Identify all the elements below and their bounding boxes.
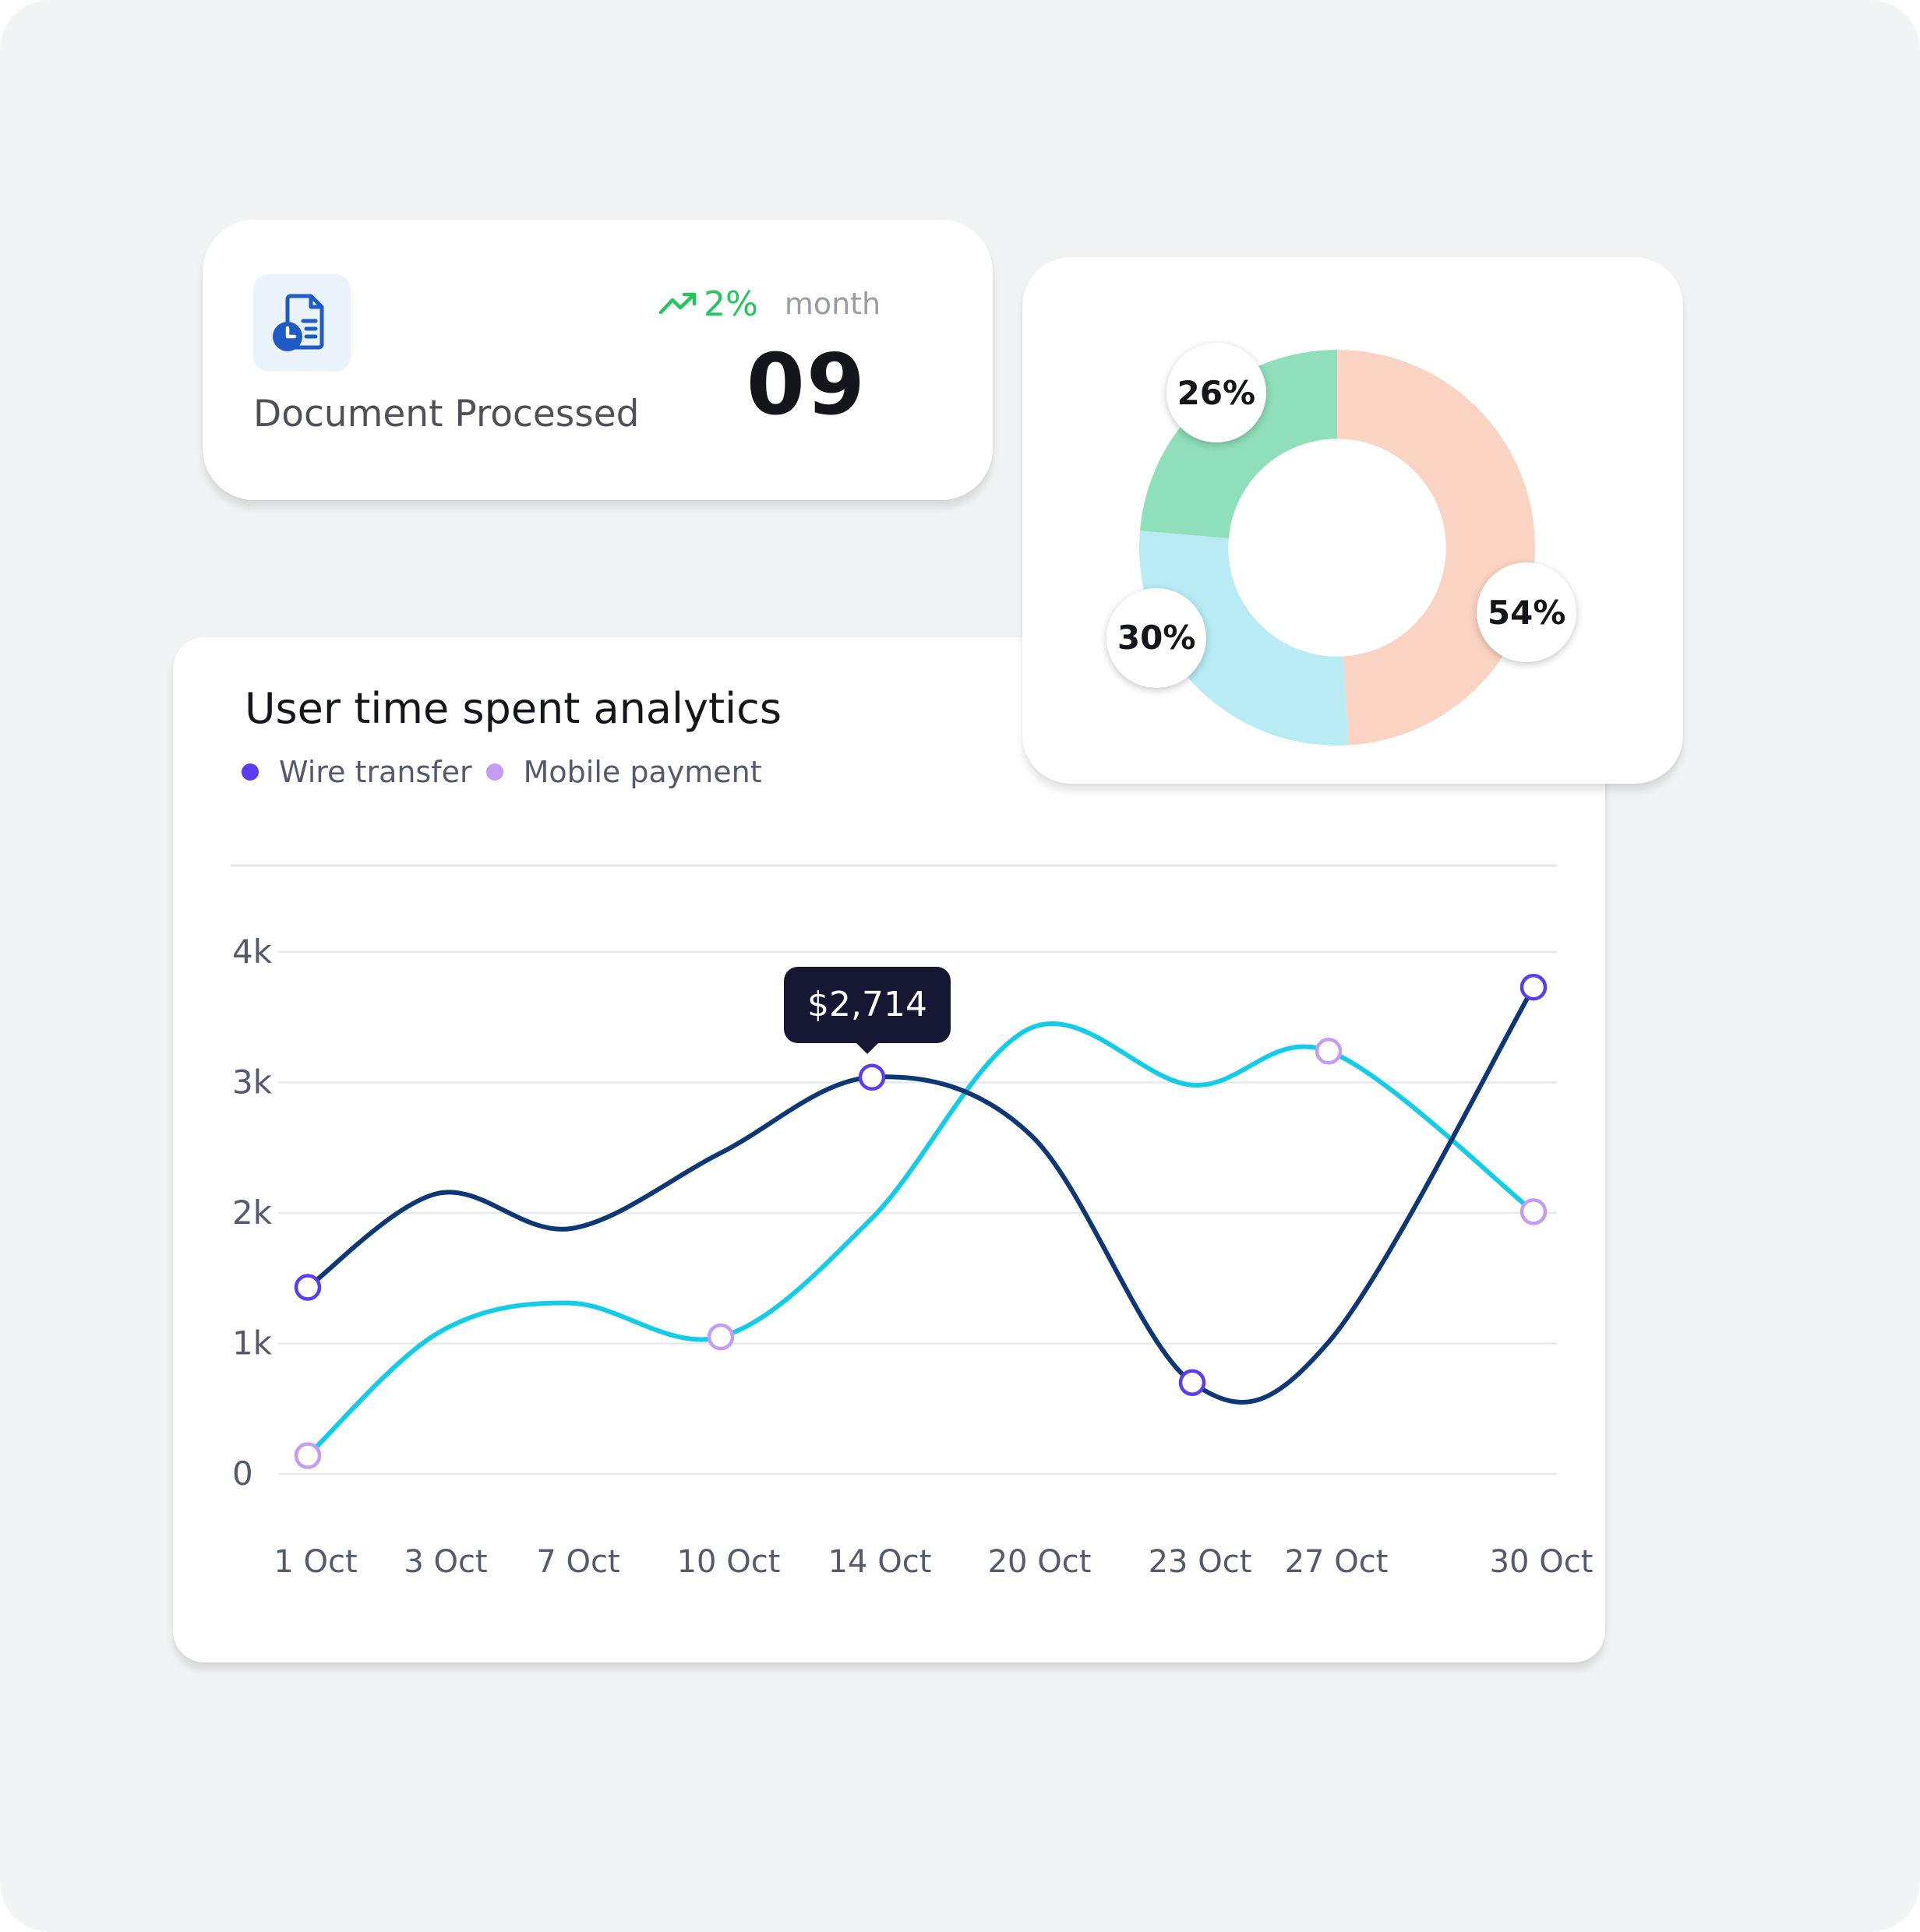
series-line-wire-transfer [305,985,1536,1405]
trending-up-icon [658,292,697,315]
x-tick-label: 14 Oct [828,1544,932,1580]
kpi-period: month [784,287,881,321]
data-point-wire-transfer [858,1063,886,1091]
x-tick-label: 27 Oct [1285,1544,1389,1580]
data-point-mobile-payment [294,1442,322,1469]
kpi-trend: 2% month [658,280,881,327]
donut-slice [1139,350,1337,539]
kpi-icon-box [253,274,351,372]
donut-slice-label: 30% [1106,587,1207,688]
data-point-wire-transfer [1519,973,1548,1001]
donut-slice [1337,350,1535,746]
series-line-mobile-payment [305,1021,1536,1458]
chart-tooltip: $2,714 [784,966,951,1054]
kpi-label: Document Processed [253,393,640,435]
kpi-change-percent: 2% [704,284,758,324]
data-point-wire-transfer [1178,1369,1206,1396]
data-point-mobile-payment [1315,1038,1343,1065]
donut-chart-card: 54% 30% 26% [1022,257,1683,784]
y-tick-label: 1k [232,1324,273,1363]
legend-label-mobile-payment: Mobile payment [523,755,762,789]
line-chart: 0 1k 2k 3k 4k 1 Oct 3 Oct 7 Oct 10 Oct 14 Oct 20 O… [231,864,1594,1580]
y-tick-label: 2k [232,1193,273,1232]
donut-chart [1139,350,1535,746]
data-point-mobile-payment [707,1323,735,1351]
legend-dot-mobile-payment [485,763,503,781]
data-point-mobile-payment [1519,1198,1548,1225]
y-tick-label: 0 [232,1454,253,1493]
y-tick-label: 4k [232,933,273,971]
legend-label-wire-transfer: Wire transfer [279,755,472,789]
legend-item-wire-transfer[interactable]: Wire transfer [242,755,472,789]
legend-item-mobile-payment[interactable]: Mobile payment [485,755,762,789]
legend-dot-wire-transfer [242,763,259,781]
y-tick-label: 3k [232,1063,273,1102]
x-tick-label: 23 Oct [1149,1544,1252,1580]
analytics-card: User time spent analytics Wire transfer … [173,637,1605,1662]
x-tick-label: 7 Oct [536,1544,619,1580]
donut-slice [1139,531,1349,746]
x-tick-label: 3 Oct [404,1544,487,1580]
x-tick-label: 30 Oct [1490,1544,1594,1580]
x-tick-label: 1 Oct [274,1544,357,1580]
x-tick-label: 20 Oct [988,1544,1092,1580]
chart-title: User time spent analytics [245,684,782,733]
kpi-value: 09 [746,337,866,434]
document-clock-icon [273,294,324,351]
kpi-card-documents: 2% month Document Processed 09 [203,220,993,500]
donut-slice-label: 26% [1166,343,1266,443]
chart-legend: Wire transfer Mobile payment [242,753,776,791]
donut-slice-label: 54% [1477,562,1577,663]
data-point-wire-transfer [294,1274,322,1301]
x-tick-label: 10 Oct [677,1544,781,1580]
